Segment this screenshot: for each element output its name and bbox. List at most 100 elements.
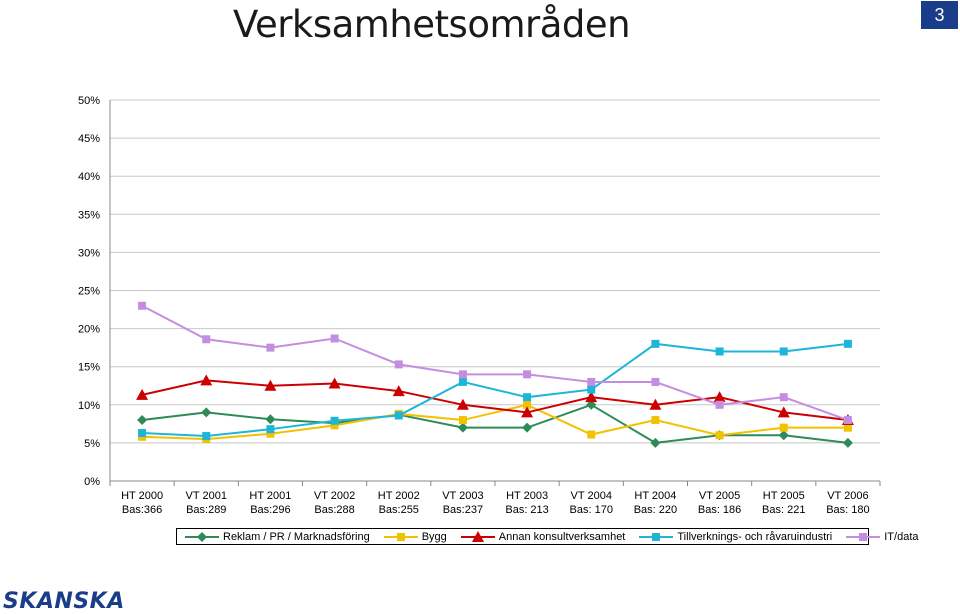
- series-line-4: [141, 304, 849, 421]
- data-point-s3: [266, 425, 275, 434]
- data-point-s1: [715, 431, 724, 440]
- legend-label: Tillverknings- och råvaruindustri: [677, 530, 833, 543]
- y-tick-label: 5%: [84, 438, 100, 450]
- legend-item: Tillverknings- och råvaruindustri: [639, 531, 832, 543]
- data-point-s4: [266, 343, 275, 352]
- data-point-s2: [328, 377, 341, 389]
- x-tick-sublabel: Bas:237: [443, 504, 483, 516]
- data-point-s0: [842, 437, 853, 448]
- x-tick-label: VT 2004: [571, 490, 612, 502]
- y-tick-label: 25%: [78, 286, 100, 298]
- company-logo: SKANSKA: [3, 589, 125, 614]
- data-point-s4: [138, 301, 147, 310]
- data-point-s3: [394, 411, 403, 420]
- data-point-s1: [266, 429, 275, 438]
- legend-swatch: [460, 530, 495, 542]
- data-point-s2: [136, 388, 149, 400]
- data-point-s1: [779, 423, 788, 432]
- data-point-s3: [458, 377, 467, 386]
- data-point-s3: [587, 385, 596, 394]
- data-point-s4: [330, 334, 339, 343]
- data-point-s4: [779, 393, 788, 402]
- y-tick-label: 40%: [78, 171, 100, 183]
- y-tick-label: 50%: [78, 95, 100, 107]
- x-tick-label: HT 2001: [249, 490, 291, 502]
- x-tick-label: HT 2003: [506, 490, 548, 502]
- data-point-s0: [778, 430, 789, 441]
- data-point-s1: [330, 421, 339, 430]
- data-point-s4: [458, 370, 467, 379]
- legend-swatch: [846, 532, 881, 541]
- data-point-s2: [521, 406, 534, 418]
- data-point-s3: [843, 339, 852, 348]
- data-point-s2: [200, 374, 213, 386]
- data-point-s1: [587, 430, 596, 439]
- legend-label: Annan konsultverksamhet: [498, 530, 626, 543]
- y-tick-label: 0%: [84, 476, 100, 488]
- data-point-s4: [394, 360, 403, 369]
- data-point-s3: [330, 416, 339, 425]
- x-tick-sublabel: Bas: 221: [762, 504, 805, 516]
- data-point-s4: [715, 400, 724, 409]
- data-point-s1: [651, 416, 660, 425]
- y-tick-label: 15%: [78, 362, 100, 374]
- x-tick-label: HT 2005: [763, 490, 805, 502]
- series-line-2: [141, 379, 849, 422]
- x-tick-label: HT 2002: [378, 490, 420, 502]
- data-point-s2: [456, 398, 469, 410]
- legend-swatch: [185, 531, 219, 542]
- legend-label: Reklam / PR / Marknadsföring: [223, 530, 370, 543]
- x-tick-sublabel: Bas:289: [186, 504, 226, 516]
- page-number-badge: 3: [921, 1, 958, 29]
- data-point-s3: [779, 347, 788, 356]
- legend-swatch: [639, 532, 674, 541]
- y-tick-label: 30%: [78, 247, 100, 259]
- chart-legend: Reklam / PR / Marknadsföring Bygg Annan ko…: [176, 528, 919, 545]
- data-point-s3: [715, 347, 724, 356]
- legend-item: Bygg: [383, 531, 447, 543]
- data-point-s4: [843, 416, 852, 425]
- data-point-s0: [586, 399, 597, 410]
- y-tick-label: 20%: [78, 324, 100, 336]
- data-point-s2: [392, 385, 405, 397]
- data-point-s3: [651, 339, 660, 348]
- data-point-s2: [649, 398, 662, 410]
- data-point-s2: [585, 391, 598, 403]
- x-tick-sublabel: Bas:255: [379, 504, 419, 516]
- x-tick-sublabel: Bas: 186: [698, 504, 741, 516]
- data-point-s1: [523, 400, 532, 409]
- x-tick-label: VT 2002: [314, 490, 355, 502]
- x-tick-label: VT 2005: [699, 490, 740, 502]
- x-tick-sublabel: Bas:366: [122, 504, 162, 516]
- x-tick-sublabel: Bas: 170: [570, 504, 613, 516]
- y-tick-label: 45%: [78, 133, 100, 145]
- data-point-s3: [523, 393, 532, 402]
- data-point-s0: [137, 415, 148, 426]
- data-point-s3: [202, 432, 211, 441]
- data-point-s1: [843, 423, 852, 432]
- y-tick-label: 10%: [78, 400, 100, 412]
- x-tick-label: VT 2001: [186, 490, 227, 502]
- x-tick-label: HT 2004: [634, 490, 676, 502]
- legend-item: Reklam / PR / Marknadsföring: [185, 531, 370, 543]
- legend-item: IT/data: [846, 530, 919, 543]
- x-tick-label: VT 2006: [827, 490, 868, 502]
- legend-item: Annan konsultverksamhet: [460, 530, 626, 543]
- data-point-s0: [650, 437, 661, 448]
- data-point-s4: [523, 370, 532, 379]
- data-point-s1: [458, 416, 467, 425]
- data-point-s0: [457, 422, 468, 433]
- legend-label: IT/data: [884, 530, 919, 543]
- y-tick-label: 35%: [78, 209, 100, 221]
- data-point-s4: [202, 335, 211, 344]
- x-tick-label: HT 2000: [121, 490, 163, 502]
- series-line-3: [142, 342, 849, 438]
- x-tick-sublabel: Bas: 220: [634, 504, 677, 516]
- data-point-s3: [138, 428, 147, 437]
- page-title: Verksamhetsområden: [233, 3, 631, 46]
- data-point-s4: [651, 377, 660, 386]
- data-point-s2: [713, 391, 726, 403]
- series-line-0: [141, 403, 849, 444]
- data-point-s0: [522, 422, 533, 433]
- x-tick-sublabel: Bas: 213: [505, 504, 548, 516]
